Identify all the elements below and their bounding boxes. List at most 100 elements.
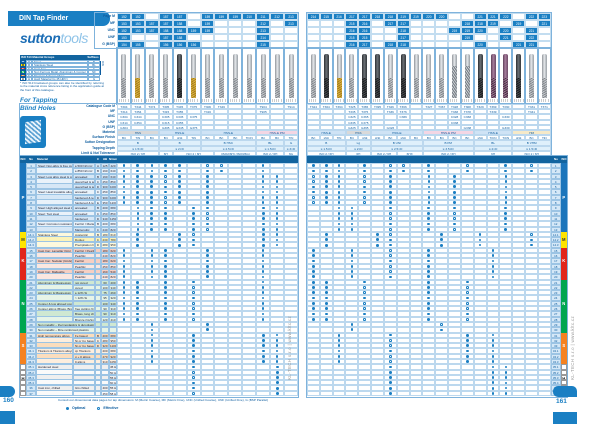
suitability-cell xyxy=(270,221,285,227)
suitability-cell xyxy=(186,237,201,243)
suitability-cell xyxy=(228,205,243,211)
spec-span-cell: ≤ 2.5×D xyxy=(371,145,423,151)
suitability-cell xyxy=(486,231,500,238)
suitability-cell xyxy=(307,189,320,195)
suitability-cell xyxy=(172,263,187,269)
suitability-cell xyxy=(256,194,271,201)
suitability-cell xyxy=(460,279,474,285)
suitability-cell xyxy=(486,364,500,370)
suitability-cell xyxy=(228,358,243,365)
suitability-cell xyxy=(512,184,526,190)
suitability-cell xyxy=(345,290,359,296)
suitability-cell xyxy=(486,258,500,264)
suitability-cell xyxy=(383,311,397,317)
optimal-dot xyxy=(440,233,444,236)
suitability-cell xyxy=(256,311,271,317)
optimal-dot xyxy=(427,317,431,321)
optimal-dot xyxy=(136,174,140,178)
suitability-cell xyxy=(307,364,320,370)
material-hb-cell: 280 xyxy=(101,242,109,248)
material-class-cell xyxy=(95,374,101,381)
suitability-cell xyxy=(358,311,372,317)
optimal-dot xyxy=(427,259,431,263)
material-hb-cell: 400 xyxy=(101,385,109,391)
effective-dot xyxy=(275,206,279,210)
suitability-cell xyxy=(332,168,346,174)
suitability-cell xyxy=(383,374,397,381)
matrix-row: 34.3 β alloys 310 1050 xyxy=(20,358,298,365)
suitability-cell xyxy=(422,295,436,301)
suitability-cell xyxy=(284,343,298,349)
suitability-cell xyxy=(435,374,449,381)
optimal-dot xyxy=(275,376,279,379)
optimal-dot xyxy=(192,211,195,215)
suitability-cell xyxy=(422,311,436,317)
page-number-cell: 222 xyxy=(525,34,538,41)
suitability-cell xyxy=(172,215,187,222)
suitability-cell xyxy=(284,380,298,386)
suitability-cell xyxy=(435,274,449,280)
suitability-cell xyxy=(307,163,320,169)
suitability-cell xyxy=(460,258,474,264)
suitability-cell xyxy=(144,348,159,354)
material-class-cell: B xyxy=(95,332,101,338)
matrix-header-no: No xyxy=(554,157,558,161)
suitability-cell xyxy=(473,300,487,307)
effective-dot xyxy=(192,312,195,316)
row-number-cell: 11 xyxy=(550,215,561,222)
spec-cell xyxy=(332,109,346,115)
suitability-cell xyxy=(435,327,449,333)
page-number-cell xyxy=(242,27,257,34)
suitability-cell xyxy=(525,306,538,312)
iso-group-band xyxy=(560,221,567,227)
suitability-cell xyxy=(422,343,436,349)
suitability-cell xyxy=(186,321,201,328)
suitability-cell xyxy=(158,258,173,264)
effective-dot xyxy=(150,270,154,273)
spec-cell: G330 xyxy=(499,124,513,130)
iso-group-band xyxy=(20,231,26,238)
suitability-cell xyxy=(158,279,173,285)
effective-dot xyxy=(312,201,315,205)
suitability-cell xyxy=(186,247,201,254)
matrix-row: 31 xyxy=(307,332,567,338)
suitability-cell xyxy=(473,369,487,375)
suitability-cell xyxy=(409,247,423,254)
suitability-cell xyxy=(396,380,410,386)
suitability-cell xyxy=(200,215,215,222)
iso-group-band xyxy=(20,321,26,328)
suitability-cell xyxy=(242,237,257,243)
spec-cell: T331 xyxy=(525,104,538,110)
suitability-cell xyxy=(486,168,500,174)
suitability-cell xyxy=(307,173,320,179)
suitability-cell xyxy=(200,353,215,359)
suitability-cell xyxy=(200,221,215,227)
page-number-cell xyxy=(186,34,201,41)
optimal-dot xyxy=(312,249,315,252)
suitability-cell xyxy=(242,279,257,285)
suitability-cell xyxy=(371,215,384,222)
page-number-cell xyxy=(409,34,423,41)
matrix-row: 35.250 HRC xyxy=(20,369,298,375)
effective-dot xyxy=(389,249,392,252)
matrix-row: 5 xyxy=(307,184,567,190)
spec-cell: Brt xyxy=(117,135,131,141)
tap-photo xyxy=(541,54,547,98)
suitability-cell xyxy=(256,369,271,375)
effective-dot xyxy=(150,264,154,268)
suitability-cell xyxy=(358,332,372,338)
material-strength-cell: 640 xyxy=(109,173,117,179)
suitability-cell xyxy=(383,178,397,185)
tap-column xyxy=(460,48,474,104)
suitability-cell xyxy=(473,200,487,206)
suitability-cell xyxy=(422,268,436,275)
optimal-dot xyxy=(427,280,431,284)
spec-cell xyxy=(307,114,320,120)
optimal-dot xyxy=(122,249,126,252)
spec-cell xyxy=(228,119,243,125)
suitability-cell xyxy=(332,348,346,354)
effective-dot xyxy=(389,206,392,210)
effective-dot xyxy=(150,344,154,348)
row-number-cell: 27 xyxy=(550,311,561,317)
